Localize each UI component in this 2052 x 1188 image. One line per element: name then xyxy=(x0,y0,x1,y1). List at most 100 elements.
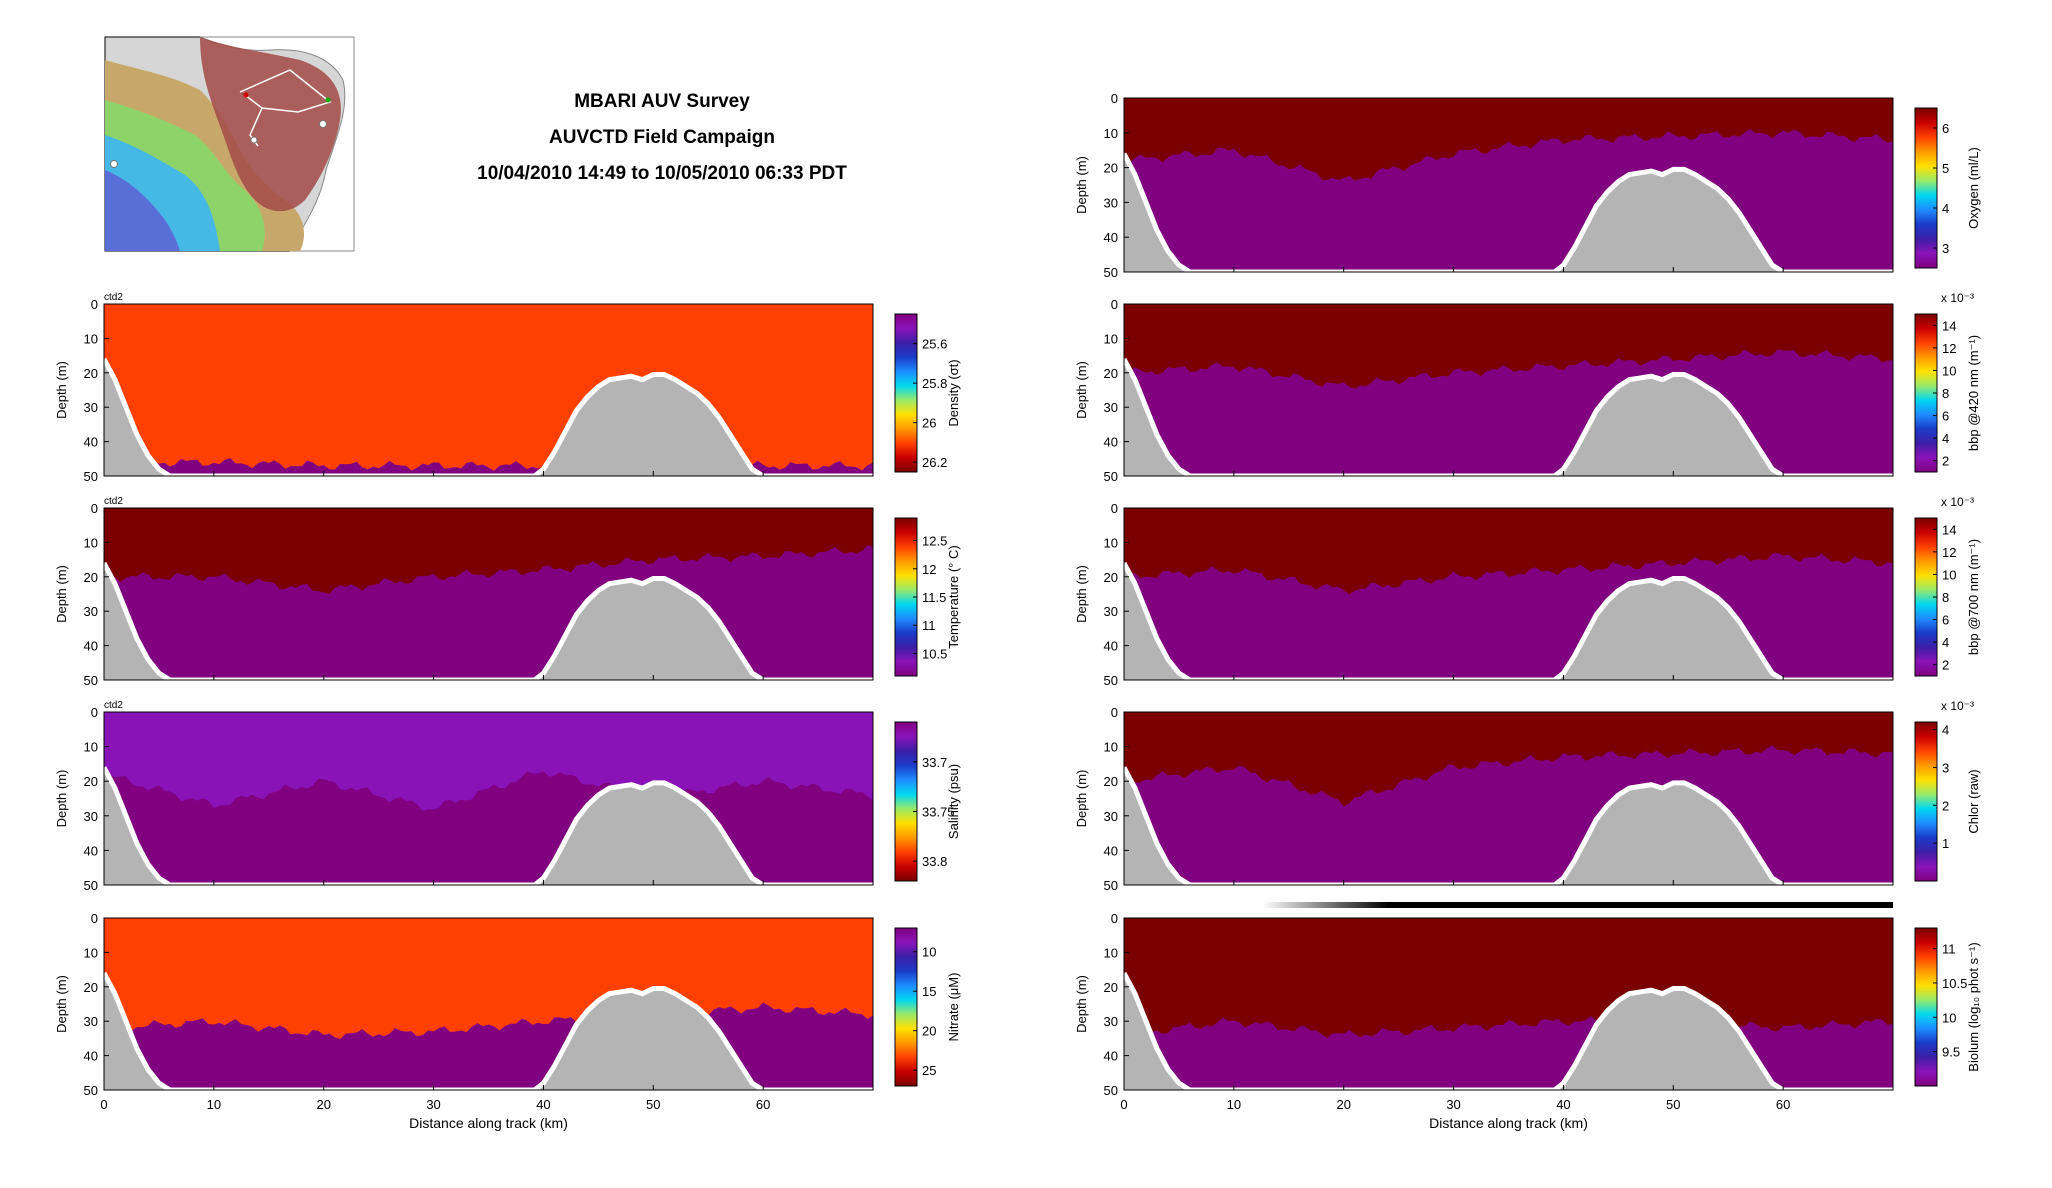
seafloor-edge xyxy=(1124,357,1893,476)
colorbar-label: Biolum (log₁₀ phot s⁻¹) xyxy=(1966,942,1981,1071)
y-tick-label: 0 xyxy=(1111,911,1118,926)
panel-right-2: 0 10 20 30 40 50 Depth (m) 2 4 6 8 10 12 14 x 10⁻³ bbp … xyxy=(1074,291,1981,484)
contour-band xyxy=(104,712,873,811)
seafloor xyxy=(1124,973,1893,1090)
panel-label: ctd2 xyxy=(104,292,123,303)
colorbar-tick-label: 12 xyxy=(1942,341,1956,356)
y-axis-label: Depth (m) xyxy=(54,565,69,623)
colorbar-tick-label: 3 xyxy=(1942,241,1949,256)
y-axis-label: Depth (m) xyxy=(1074,361,1089,419)
x-tick-label: 50 xyxy=(1666,1097,1680,1112)
colorbar: 3 4 5 6 Oxygen (ml/L) xyxy=(1914,107,1981,269)
y-tick-label: 20 xyxy=(1104,366,1118,381)
axes-frame xyxy=(103,917,874,1091)
colorbar-tick-label: 14 xyxy=(1942,522,1956,537)
panel-left-2: 0 10 20 30 40 50 Depth (m) ctd2 10.5 11 11.5 12 12.5… xyxy=(54,496,961,688)
y-axis-label: Depth (m) xyxy=(1074,565,1089,623)
colorbar-tick-label: 10.5 xyxy=(1942,976,1967,991)
y-tick-label: 10 xyxy=(84,740,98,755)
colorbar-label: bbp @700 nm (m⁻¹) xyxy=(1966,539,1981,655)
y-tick-label: 40 xyxy=(84,843,98,858)
y-tick-label: 50 xyxy=(84,673,98,688)
panel-label: ctd2 xyxy=(104,700,123,711)
y-tick-label: 0 xyxy=(91,911,98,926)
y-tick-label: 20 xyxy=(1104,161,1118,176)
x-tick-label: 50 xyxy=(646,1097,660,1112)
data-field xyxy=(104,918,873,1090)
y-tick-label: 50 xyxy=(84,469,98,484)
seafloor-edge xyxy=(104,971,873,1090)
data-field xyxy=(104,304,873,476)
panel-left-3: 0 10 20 30 40 50 Depth (m) ctd2 33.7 33.75 33.8 Sal… xyxy=(54,700,961,893)
colorbar-tick-label: 9.5 xyxy=(1942,1045,1960,1060)
colorbar-tick-label: 4 xyxy=(1942,431,1949,446)
y-tick-label: 20 xyxy=(84,366,98,381)
colorbar-tick-label: 4 xyxy=(1942,635,1949,650)
y-tick-label: 10 xyxy=(1104,126,1118,141)
y-tick-label: 40 xyxy=(1104,1049,1118,1064)
colorbar-tick-label: 5 xyxy=(1942,161,1949,176)
y-tick-label: 10 xyxy=(84,945,98,960)
colorbar-exponent: x 10⁻³ xyxy=(1941,495,1974,509)
colorbar-tick-label: 12 xyxy=(922,562,936,577)
colorbar-gradient xyxy=(1914,107,1938,269)
colorbar-tick-label: 2 xyxy=(1942,454,1949,469)
colorbar-tick-label: 20 xyxy=(922,1024,936,1039)
colorbar-exponent: x 10⁻³ xyxy=(1941,699,1974,713)
inset-map xyxy=(104,36,355,252)
colorbar-tick-label: 6 xyxy=(1942,409,1949,424)
colorbar-tick-label: 8 xyxy=(1942,590,1949,605)
x-tick-label: 0 xyxy=(100,1097,107,1112)
colorbar-tick-label: 10 xyxy=(1942,363,1956,378)
colorbar-tick-label: 3 xyxy=(1942,760,1949,775)
x-tick-label: 10 xyxy=(1227,1097,1241,1112)
seafloor-edge xyxy=(1124,971,1893,1090)
y-axis-label: Depth (m) xyxy=(54,361,69,419)
colorbar-tick-label: 10 xyxy=(1942,567,1956,582)
colorbar-tick-label: 25.8 xyxy=(922,376,947,391)
x-tick-label: 0 xyxy=(1120,1097,1127,1112)
y-tick-label: 40 xyxy=(1104,843,1118,858)
y-tick-label: 50 xyxy=(84,1083,98,1098)
y-axis-label: Depth (m) xyxy=(54,975,69,1033)
colorbar-tick-label: 10 xyxy=(922,945,936,960)
y-tick-label: 40 xyxy=(84,639,98,654)
colorbar-tick-label: 25.6 xyxy=(922,337,947,352)
y-tick-label: 20 xyxy=(1104,570,1118,585)
y-tick-label: 0 xyxy=(1111,297,1118,312)
axes-frame xyxy=(1123,507,1894,681)
colorbar-tick-label: 11.5 xyxy=(922,590,946,605)
y-tick-label: 10 xyxy=(1104,331,1118,346)
y-axis-label: Depth (m) xyxy=(54,770,69,828)
colorbar-tick-label: 33.75 xyxy=(922,804,955,819)
y-tick-label: 0 xyxy=(1111,705,1118,720)
contour-band xyxy=(104,304,873,471)
data-field xyxy=(1124,304,1893,476)
y-tick-label: 30 xyxy=(84,604,98,619)
axes-frame xyxy=(1123,711,1894,886)
y-tick-label: 10 xyxy=(84,535,98,550)
colorbar-tick-label: 33.7 xyxy=(922,755,947,770)
y-tick-label: 20 xyxy=(84,980,98,995)
contour-band xyxy=(1124,918,1893,1038)
y-tick-label: 40 xyxy=(84,1049,98,1064)
y-tick-label: 20 xyxy=(1104,774,1118,789)
x-tick-label: 30 xyxy=(1446,1097,1460,1112)
panel-right-1: 0 10 20 30 40 50 Depth (m) 3 4 5 6 Oxygen (ml/L) xyxy=(1074,91,1981,280)
title-line-1: MBARI AUV Survey xyxy=(574,91,750,112)
colorbar-tick-label: 11 xyxy=(1942,942,1956,957)
seafloor xyxy=(1124,153,1893,272)
axes-frame xyxy=(103,303,874,477)
data-field xyxy=(1124,98,1893,272)
colorbar-label: Temperature (° C) xyxy=(946,545,961,648)
y-tick-label: 20 xyxy=(1104,980,1118,995)
y-tick-label: 0 xyxy=(1111,91,1118,106)
colorbar-tick-label: 14 xyxy=(1942,318,1956,333)
colorbar-label: Density (σt) xyxy=(946,359,961,426)
y-tick-label: 20 xyxy=(84,774,98,789)
y-tick-label: 30 xyxy=(84,809,98,824)
y-tick-label: 30 xyxy=(84,1014,98,1029)
inset-land xyxy=(199,36,355,252)
panel-label: ctd2 xyxy=(104,496,123,507)
